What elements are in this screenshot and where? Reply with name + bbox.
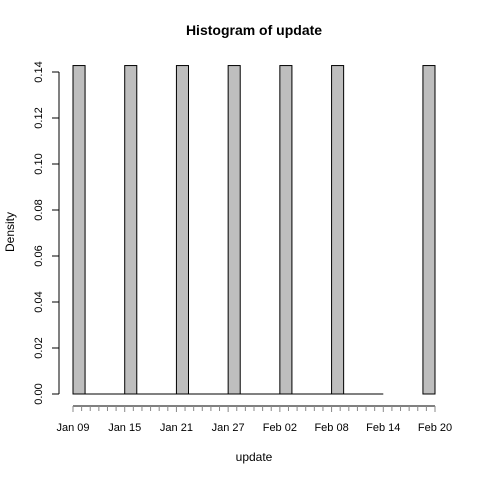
y-tick-label: 0.04 <box>33 291 45 312</box>
y-tick-label: 0.08 <box>33 199 45 220</box>
x-axis-label: update <box>236 450 273 464</box>
y-tick-label: 0.10 <box>33 153 45 174</box>
y-tick-label: 0.00 <box>33 383 45 404</box>
x-tick-label: Jan 21 <box>160 422 193 434</box>
x-tick-label: Jan 15 <box>108 422 141 434</box>
x-axis: Jan 09 Jan 15 Jan 21 Jan 27 Feb 02 Feb 08 Feb … <box>56 405 452 434</box>
histogram-bar <box>72 65 86 395</box>
y-tick-label: 0.02 <box>33 337 45 358</box>
y-axis: 0.00 0.02 0.04 0.06 0.08 0.10 0.12 0.14 <box>33 61 60 405</box>
histogram-bar <box>124 65 138 395</box>
histogram-bar <box>279 65 293 395</box>
y-tick-label: 0.06 <box>33 245 45 266</box>
histogram-bar <box>227 65 241 395</box>
histogram-bar <box>422 65 436 395</box>
y-tick-label: 0.12 <box>33 107 45 128</box>
chart-title: Histogram of update <box>186 22 322 38</box>
x-tick-label: Jan 09 <box>56 422 89 434</box>
x-tick-label: Feb 20 <box>418 422 452 434</box>
x-tick-label: Feb 02 <box>263 422 297 434</box>
y-tick-label: 0.14 <box>33 61 45 82</box>
histogram-bars <box>72 65 436 395</box>
x-tick-label: Feb 08 <box>314 422 348 434</box>
x-tick-label: Jan 27 <box>212 422 245 434</box>
histogram-bar <box>331 65 345 395</box>
histogram-bar <box>175 65 189 395</box>
x-tick-label: Feb 14 <box>366 422 400 434</box>
y-axis-label: Density <box>3 212 17 252</box>
